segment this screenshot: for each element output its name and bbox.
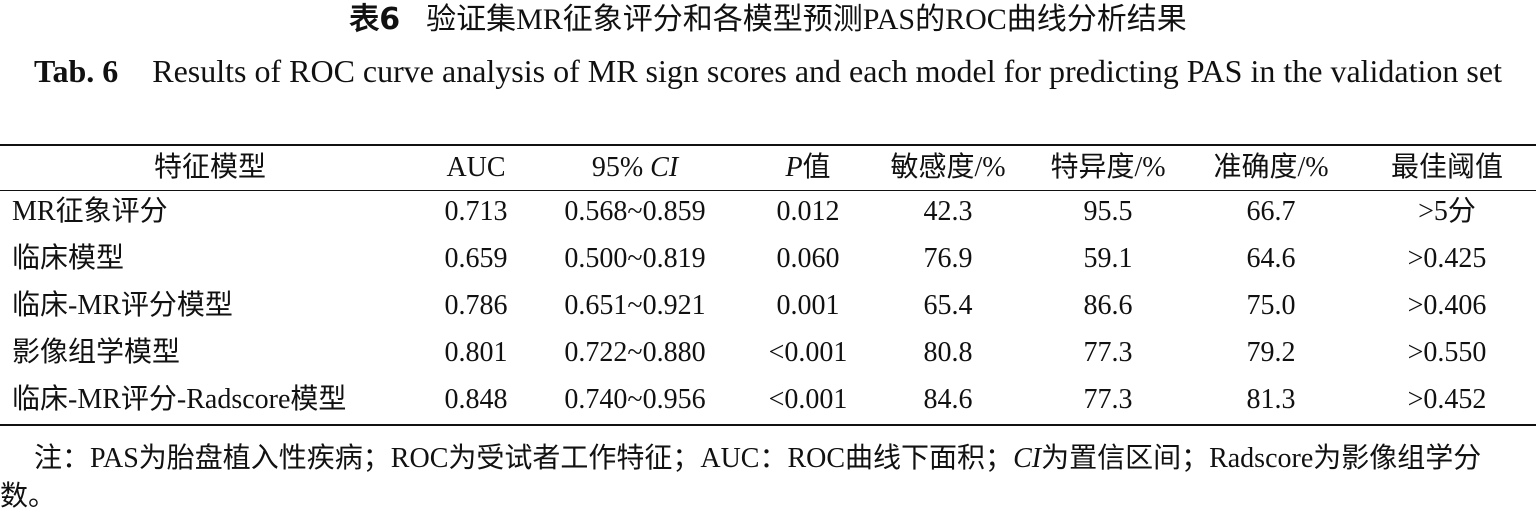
- table-bottom-rule: [0, 424, 1536, 426]
- cell-ci: 0.500~0.819: [564, 243, 706, 274]
- table-caption-english: Tab. 6 Results of ROC curve analysis of M…: [30, 48, 1506, 94]
- footnote-part1: 注：PAS为胎盘植入性疾病；ROC为受试者工作特征；AUC：ROC曲线下面积；: [34, 443, 1014, 474]
- table-row: MR征象评分 0.713 0.568~0.859 0.012 42.3 95.5…: [0, 190, 1536, 234]
- header-accuracy: 准确度/%: [1213, 152, 1329, 183]
- table-header-rule: [0, 190, 1536, 191]
- table-header-row: 特征模型 AUC 95% CI P值 敏感度/% 特异度/% 准确度/% 最佳阈…: [0, 146, 1536, 190]
- cell-accuracy: 79.2: [1246, 337, 1296, 368]
- cell-threshold: >0.425: [1407, 243, 1487, 274]
- cell-p: <0.001: [768, 384, 848, 415]
- header-sensitivity: 敏感度/%: [890, 152, 1006, 183]
- header-specificity: 特异度/%: [1050, 152, 1166, 183]
- header-ci: 95% CI: [540, 146, 730, 190]
- cell-p: 0.001: [776, 290, 840, 321]
- footnote-ci-italic: CI: [1013, 443, 1042, 474]
- header-threshold: 最佳阈值: [1390, 152, 1503, 183]
- table-label-english: Tab. 6: [34, 53, 119, 89]
- cell-accuracy: 81.3: [1246, 384, 1296, 415]
- cell-accuracy: 75.0: [1246, 290, 1296, 321]
- table-title-chinese: 验证集MR征象评分和各模型预测PAS的ROC曲线分析结果: [426, 3, 1187, 36]
- footnote-part2: 为置信区间；Radscore为影像组学分数。: [0, 443, 1482, 512]
- cell-sensitivity: 84.6: [923, 384, 973, 415]
- cell-sensitivity: 80.8: [923, 337, 973, 368]
- table-row: 影像组学模型 0.801 0.722~0.880 <0.001 80.8 77.…: [0, 331, 1536, 375]
- cell-p: 0.012: [776, 196, 840, 227]
- table-row: 临床模型 0.659 0.500~0.819 0.060 76.9 59.1 6…: [0, 237, 1536, 281]
- header-p-value: P值: [748, 146, 868, 190]
- cell-threshold: >5分: [1418, 196, 1476, 227]
- cell-model: 临床-MR评分-Radscore模型: [12, 384, 347, 415]
- cell-accuracy: 66.7: [1246, 196, 1296, 227]
- cell-p: 0.060: [776, 243, 840, 274]
- cell-specificity: 77.3: [1083, 337, 1133, 368]
- cell-auc: 0.659: [444, 243, 508, 274]
- table-footnote: 注：PAS为胎盘植入性疾病；ROC为受试者工作特征；AUC：ROC曲线下面积；C…: [0, 440, 1536, 516]
- table-label-chinese: 表6: [349, 2, 401, 37]
- cell-ci: 0.568~0.859: [564, 196, 706, 227]
- cell-model: 临床-MR评分模型: [12, 290, 233, 321]
- cell-auc: 0.801: [444, 337, 508, 368]
- cell-auc: 0.713: [444, 196, 508, 227]
- header-model: 特征模型: [153, 152, 266, 183]
- table-title-english: Results of ROC curve analysis of MR sign…: [152, 53, 1502, 89]
- header-ci-prefix: 95%: [591, 152, 644, 183]
- table-row: 临床-MR评分-Radscore模型 0.848 0.740~0.956 <0.…: [0, 378, 1536, 422]
- cell-p: <0.001: [768, 337, 848, 368]
- cell-threshold: >0.550: [1407, 337, 1487, 368]
- cell-model: 临床模型: [12, 243, 125, 274]
- cell-specificity: 95.5: [1083, 196, 1133, 227]
- table-top-rule: [0, 144, 1536, 146]
- cell-threshold: >0.406: [1407, 290, 1487, 321]
- cell-ci: 0.722~0.880: [564, 337, 706, 368]
- cell-model: 影像组学模型: [12, 337, 181, 368]
- table-row: 临床-MR评分模型 0.786 0.651~0.921 0.001 65.4 8…: [0, 284, 1536, 328]
- table-caption-chinese: 表6 验证集MR征象评分和各模型预测PAS的ROC曲线分析结果: [0, 2, 1536, 38]
- header-p-italic: P: [785, 152, 803, 183]
- cell-accuracy: 64.6: [1246, 243, 1296, 274]
- cell-specificity: 77.3: [1083, 384, 1133, 415]
- cell-ci: 0.651~0.921: [564, 290, 706, 321]
- cell-auc: 0.848: [444, 384, 508, 415]
- header-auc: AUC: [446, 152, 506, 183]
- cell-sensitivity: 65.4: [923, 290, 973, 321]
- cell-sensitivity: 42.3: [923, 196, 973, 227]
- cell-sensitivity: 76.9: [923, 243, 973, 274]
- cell-threshold: >0.452: [1407, 384, 1487, 415]
- header-p-suffix: 值: [802, 152, 831, 183]
- cell-model: MR征象评分: [12, 196, 168, 227]
- cell-specificity: 86.6: [1083, 290, 1133, 321]
- cell-specificity: 59.1: [1083, 243, 1133, 274]
- cell-auc: 0.786: [444, 290, 508, 321]
- cell-ci: 0.740~0.956: [564, 384, 706, 415]
- header-ci-italic: CI: [650, 152, 679, 183]
